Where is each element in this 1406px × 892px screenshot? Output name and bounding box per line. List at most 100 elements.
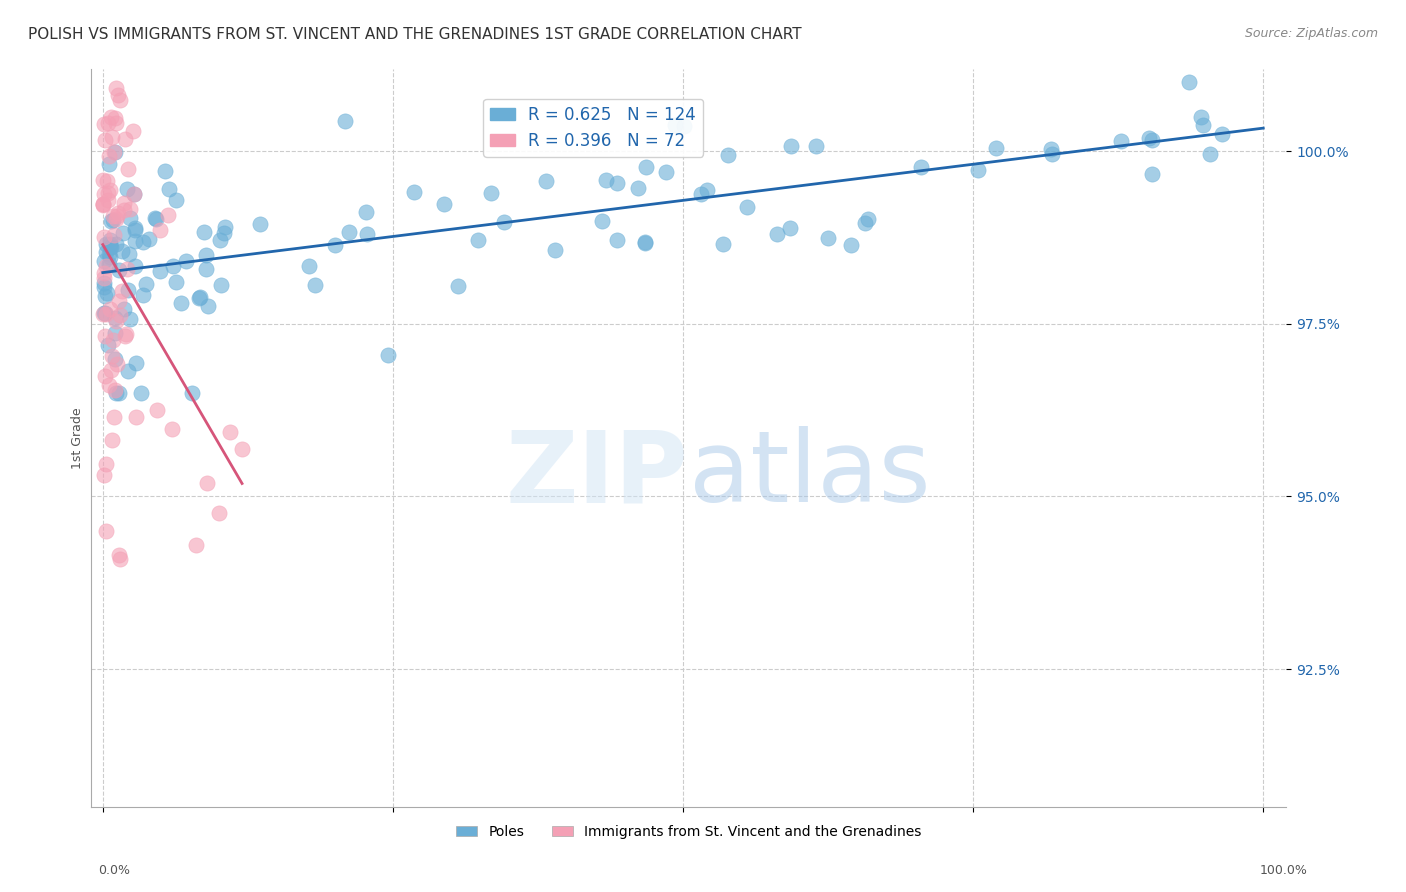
- Immigrants from St. Vincent and the Grenadines: [96, 524, 118, 538]
- Immigrants from St. Vincent and the Grenadines: [108, 548, 131, 562]
- Poles: [104, 351, 127, 366]
- Poles: [855, 216, 877, 230]
- Poles: [145, 211, 167, 226]
- Poles: [1039, 142, 1062, 156]
- Immigrants from St. Vincent and the Grenadines: [104, 80, 127, 95]
- Poles: [672, 119, 695, 133]
- Poles: [447, 279, 470, 293]
- Poles: [711, 236, 734, 251]
- Poles: [94, 288, 117, 302]
- Immigrants from St. Vincent and the Grenadines: [108, 94, 131, 108]
- Immigrants from St. Vincent and the Grenadines: [110, 552, 132, 566]
- Poles: [377, 348, 399, 362]
- Poles: [634, 235, 657, 249]
- Poles: [304, 278, 326, 293]
- Immigrants from St. Vincent and the Grenadines: [107, 205, 129, 219]
- Immigrants from St. Vincent and the Grenadines: [122, 124, 145, 138]
- Poles: [104, 326, 127, 341]
- Immigrants from St. Vincent and the Grenadines: [104, 314, 127, 328]
- Poles: [690, 187, 713, 202]
- Poles: [1140, 133, 1163, 147]
- Poles: [97, 247, 120, 261]
- Immigrants from St. Vincent and the Grenadines: [110, 308, 132, 322]
- Immigrants from St. Vincent and the Grenadines: [103, 410, 125, 425]
- Immigrants from St. Vincent and the Grenadines: [149, 223, 172, 237]
- Immigrants from St. Vincent and the Grenadines: [100, 183, 122, 197]
- Poles: [132, 235, 155, 250]
- Poles: [664, 118, 686, 132]
- Immigrants from St. Vincent and the Grenadines: [105, 211, 128, 226]
- Immigrants from St. Vincent and the Grenadines: [103, 227, 125, 242]
- Poles: [967, 163, 990, 178]
- Immigrants from St. Vincent and the Grenadines: [101, 209, 124, 223]
- Poles: [1192, 118, 1215, 132]
- Poles: [197, 299, 219, 313]
- Immigrants from St. Vincent and the Grenadines: [105, 116, 128, 130]
- Poles: [112, 302, 135, 317]
- Immigrants from St. Vincent and the Grenadines: [105, 358, 128, 372]
- Poles: [176, 253, 198, 268]
- Poles: [467, 233, 489, 247]
- Immigrants from St. Vincent and the Grenadines: [93, 198, 115, 212]
- Poles: [627, 180, 650, 194]
- Poles: [634, 236, 657, 251]
- Poles: [1177, 75, 1199, 89]
- Poles: [96, 285, 118, 300]
- Poles: [298, 259, 321, 273]
- Poles: [135, 277, 157, 292]
- Poles: [98, 239, 121, 253]
- Poles: [115, 181, 138, 195]
- Immigrants from St. Vincent and the Grenadines: [112, 203, 135, 218]
- Immigrants from St. Vincent and the Grenadines: [110, 284, 132, 298]
- Poles: [117, 283, 139, 297]
- Poles: [804, 139, 827, 153]
- Immigrants from St. Vincent and the Grenadines: [94, 369, 117, 384]
- Immigrants from St. Vincent and the Grenadines: [101, 434, 124, 448]
- Poles: [779, 220, 801, 235]
- Immigrants from St. Vincent and the Grenadines: [103, 383, 125, 397]
- Immigrants from St. Vincent and the Grenadines: [115, 326, 138, 341]
- Poles: [153, 164, 176, 178]
- Immigrants from St. Vincent and the Grenadines: [122, 186, 145, 201]
- Immigrants from St. Vincent and the Grenadines: [93, 230, 115, 244]
- Text: Source: ZipAtlas.com: Source: ZipAtlas.com: [1244, 27, 1378, 40]
- Immigrants from St. Vincent and the Grenadines: [93, 197, 115, 211]
- Poles: [104, 385, 127, 400]
- Poles: [104, 310, 127, 325]
- Immigrants from St. Vincent and the Grenadines: [105, 209, 128, 223]
- Immigrants from St. Vincent and the Grenadines: [114, 132, 136, 146]
- Immigrants from St. Vincent and the Grenadines: [91, 173, 114, 187]
- Poles: [606, 176, 628, 190]
- Poles: [249, 217, 271, 231]
- Poles: [122, 186, 145, 201]
- Immigrants from St. Vincent and the Grenadines: [108, 293, 131, 308]
- Poles: [187, 291, 209, 305]
- Immigrants from St. Vincent and the Grenadines: [120, 202, 142, 217]
- Poles: [165, 194, 187, 208]
- Poles: [97, 338, 120, 352]
- Legend: Poles, Immigrants from St. Vincent and the Grenadines: Poles, Immigrants from St. Vincent and t…: [451, 820, 927, 845]
- Poles: [1040, 147, 1063, 161]
- Immigrants from St. Vincent and the Grenadines: [91, 197, 114, 211]
- Immigrants from St. Vincent and the Grenadines: [162, 422, 184, 436]
- Poles: [492, 215, 515, 229]
- Immigrants from St. Vincent and the Grenadines: [97, 193, 120, 207]
- Poles: [606, 233, 628, 247]
- Poles: [856, 211, 879, 226]
- Text: ZIP: ZIP: [506, 426, 689, 524]
- Poles: [162, 259, 184, 273]
- Poles: [124, 234, 146, 248]
- Immigrants from St. Vincent and the Grenadines: [91, 307, 114, 321]
- Immigrants from St. Vincent and the Grenadines: [100, 362, 122, 376]
- Poles: [780, 139, 803, 153]
- Poles: [138, 231, 160, 245]
- Poles: [118, 211, 141, 226]
- Poles: [195, 248, 218, 262]
- Poles: [100, 214, 122, 228]
- Poles: [111, 227, 134, 241]
- Poles: [98, 236, 121, 251]
- Immigrants from St. Vincent and the Grenadines: [94, 259, 117, 273]
- Poles: [190, 290, 212, 304]
- Poles: [107, 385, 129, 400]
- Poles: [1111, 134, 1133, 148]
